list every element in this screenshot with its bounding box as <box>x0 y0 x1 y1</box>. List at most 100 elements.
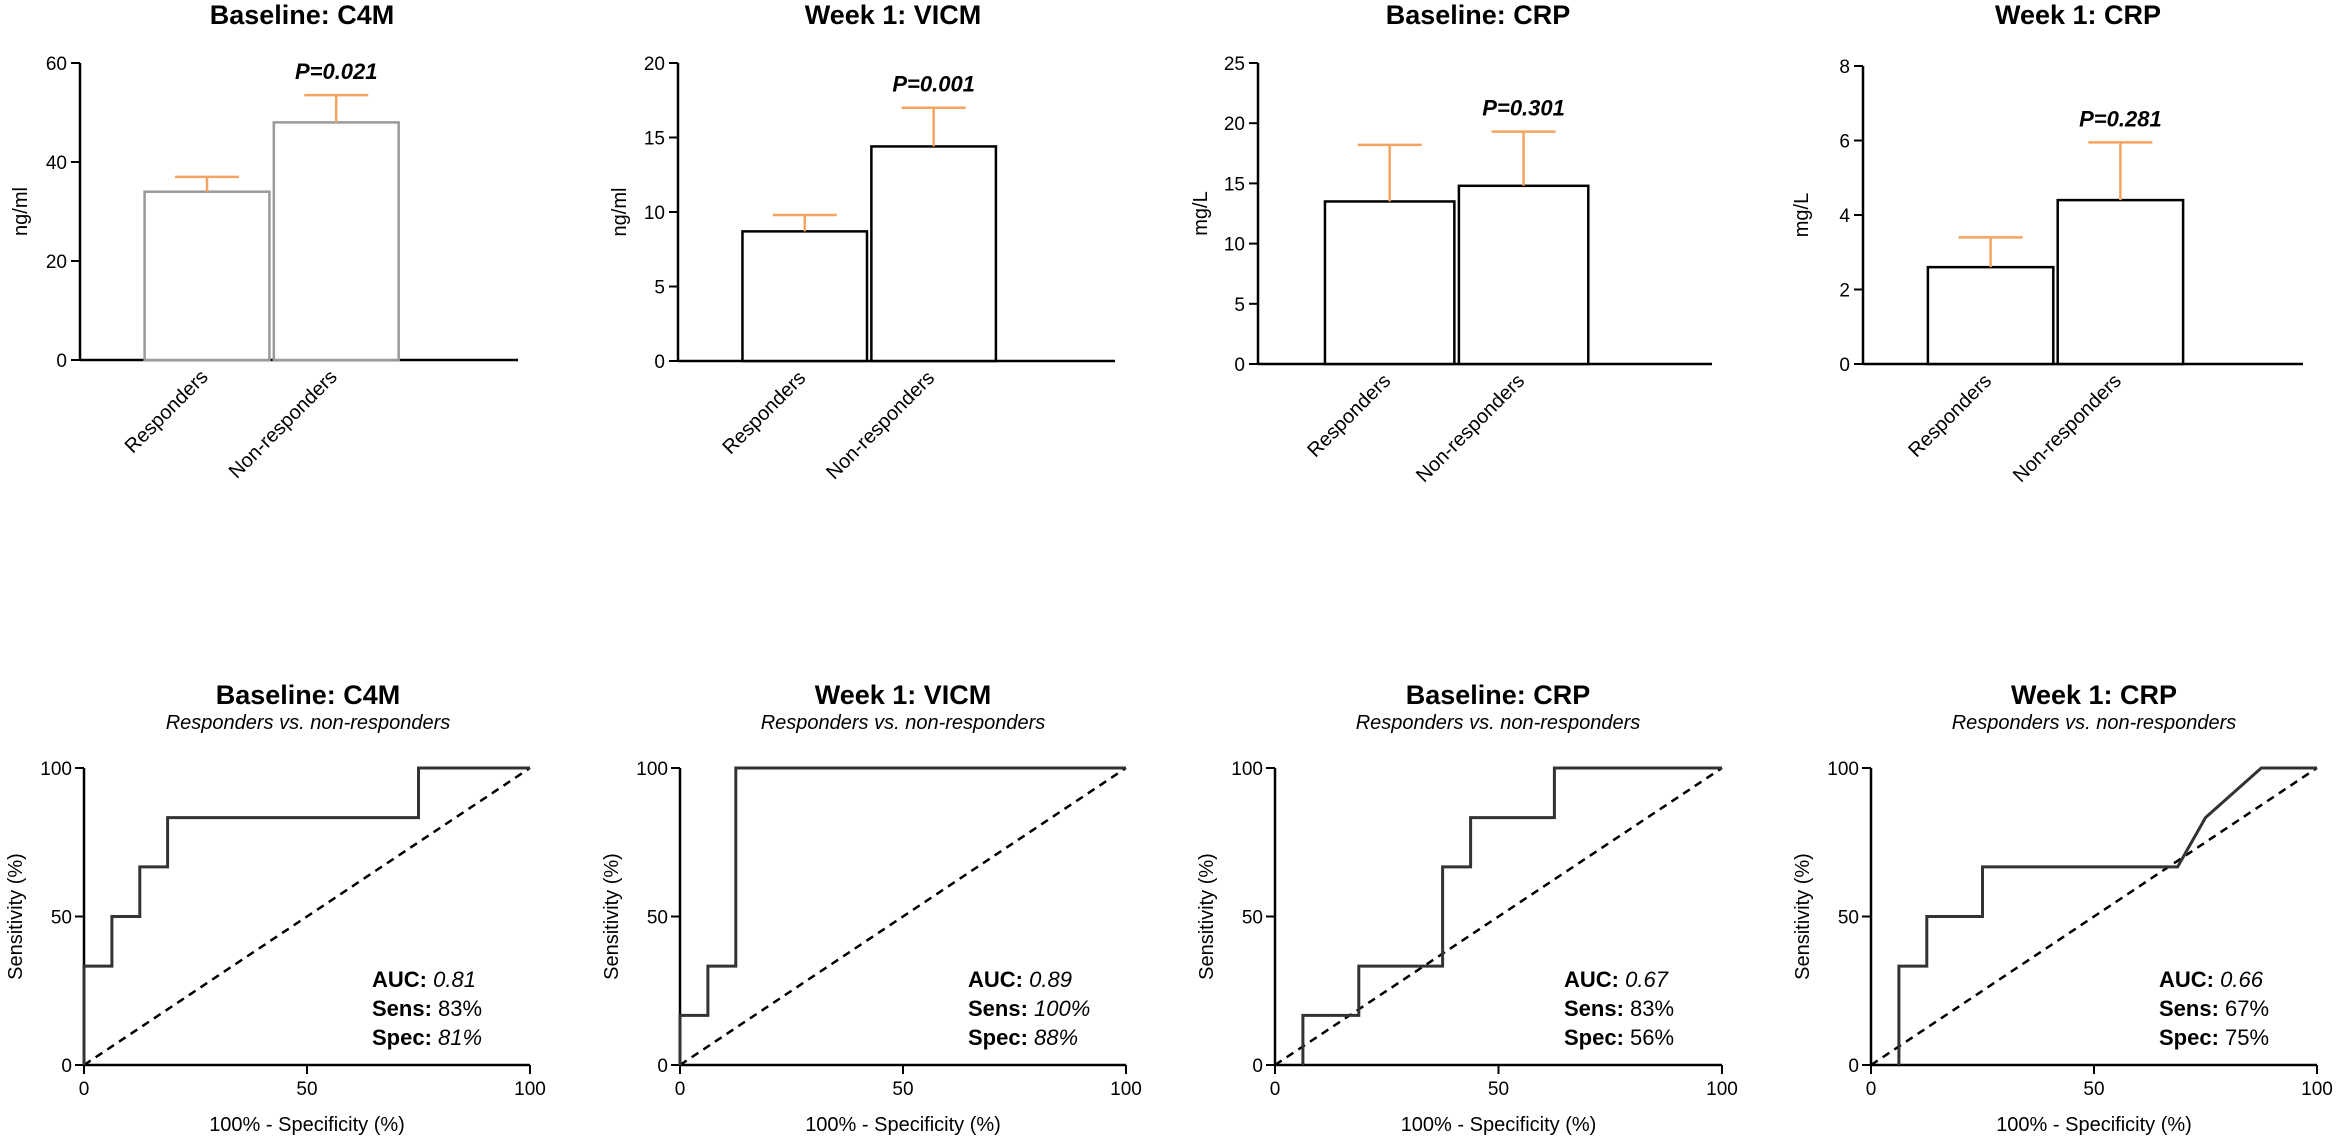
chart-title: Week 1: CRP <box>2011 680 2177 710</box>
stat-label: Spec: <box>372 1025 438 1050</box>
bar <box>870 145 998 363</box>
y-tick-label: 5 <box>654 278 665 299</box>
stat-value: 83% <box>438 996 482 1021</box>
p-value-label: P=0.001 <box>892 72 975 97</box>
y-axis-label: ng/ml <box>609 188 631 237</box>
x-axis-label: 100% - Specificity (%) <box>805 1114 1001 1136</box>
y-tick-label: 60 <box>46 54 67 75</box>
x-tick-label: 0 <box>1866 1079 1877 1100</box>
category-label: Responders <box>718 367 810 459</box>
y-tick-label: 8 <box>1839 57 1850 78</box>
y-tick-label: 20 <box>644 54 665 75</box>
y-axis-label: mg/L <box>1190 191 1212 235</box>
y-tick-label: 100 <box>1231 759 1263 780</box>
stat-label: Spec: <box>1564 1025 1630 1050</box>
stat-label: Sens: <box>1564 996 1630 1021</box>
x-axis-label: 100% - Specificity (%) <box>1996 1114 2192 1136</box>
x-tick-label: 50 <box>296 1079 317 1100</box>
reference-diagonal-line <box>679 766 1127 1067</box>
y-tick-label: 100 <box>1827 759 1859 780</box>
y-axis-label: mg/L <box>1791 193 1813 237</box>
stat-label: Sens: <box>2159 996 2225 1021</box>
x-axis-label: 100% - Specificity (%) <box>209 1114 405 1136</box>
reference-diagonal-line <box>83 766 531 1067</box>
stat-value: 83% <box>1630 996 1674 1021</box>
y-tick-label: 0 <box>1848 1056 1859 1077</box>
stat-label: Sens: <box>968 996 1034 1021</box>
roc-curve <box>678 766 1126 1065</box>
chart-title: Week 1: VICM <box>805 0 982 30</box>
x-tick-label: 0 <box>1270 1079 1281 1100</box>
y-tick-label: 15 <box>1224 174 1245 195</box>
bar <box>741 230 869 363</box>
y-tick-label: 10 <box>644 203 665 224</box>
stat-value: 0.67 <box>1625 967 1669 992</box>
x-tick-label: 100 <box>1706 1079 1738 1100</box>
stat-value: 0.89 <box>1029 967 1072 992</box>
y-tick-label: 10 <box>1224 235 1245 256</box>
x-axis-label: 100% - Specificity (%) <box>1401 1114 1597 1136</box>
bar-chart-panel-4: Week 1: CRP 0 2 4 6 8 mg/L Responders Non-respon… <box>1791 0 2303 487</box>
y-tick-label: 25 <box>1224 54 1245 75</box>
stat-value: 81% <box>438 1025 482 1050</box>
roc-curve <box>1301 766 1722 1065</box>
bar <box>1457 184 1590 366</box>
x-tick-label: 0 <box>675 1079 686 1100</box>
y-tick-label: 40 <box>46 153 67 174</box>
y-tick-label: 100 <box>636 759 668 780</box>
y-axis-label: Sensitivity (%) <box>601 853 623 980</box>
stat-value: 0.81 <box>433 967 476 992</box>
y-tick-label: 0 <box>1234 355 1245 376</box>
chart-title: Baseline: C4M <box>210 0 395 30</box>
stat-line: AUC: 0.81 <box>372 967 476 992</box>
y-tick-label: 0 <box>1252 1056 1263 1077</box>
stat-label: Sens: <box>372 996 438 1021</box>
stat-label: Spec: <box>968 1025 1034 1050</box>
chart-title: Baseline: CRP <box>1386 0 1571 30</box>
roc-curve <box>82 766 530 1065</box>
stat-value: 67% <box>2225 996 2269 1021</box>
x-tick-label: 0 <box>79 1079 90 1100</box>
category-label: Non-responders <box>822 367 939 484</box>
bar <box>1926 265 2055 366</box>
category-label: Responders <box>121 366 213 458</box>
x-tick-label: 50 <box>892 1079 913 1100</box>
stat-line: Sens: 83% <box>1564 996 1674 1021</box>
roc-curve <box>1897 766 2317 1065</box>
stat-value: 100% <box>1034 996 1090 1021</box>
bar <box>272 121 400 362</box>
y-tick-label: 2 <box>1839 281 1850 302</box>
y-axis-label: Sensitivity (%) <box>1196 853 1218 980</box>
category-label: Responders <box>1303 370 1395 462</box>
p-value-label: P=0.021 <box>295 59 378 84</box>
y-axis-label: ng/ml <box>10 187 32 236</box>
stat-line: Spec: 81% <box>372 1025 482 1050</box>
bar-chart-panel-2: Week 1: VICM 0 5 10 15 20 ng/ml Responders Non-r… <box>609 0 1115 484</box>
y-tick-label: 0 <box>657 1056 668 1077</box>
y-tick-label: 4 <box>1839 206 1850 227</box>
chart-subtitle: Responders vs. non-responders <box>1356 712 1641 734</box>
y-tick-label: 20 <box>46 252 67 273</box>
stat-value: 88% <box>1034 1025 1078 1050</box>
stat-line: Spec: 75% <box>2159 1025 2269 1050</box>
y-tick-label: 0 <box>56 351 67 372</box>
stat-line: AUC: 0.67 <box>1564 967 1669 992</box>
stat-line: AUC: 0.89 <box>968 967 1072 992</box>
category-label: Responders <box>1904 370 1996 462</box>
stat-line: Spec: 88% <box>968 1025 1078 1050</box>
x-tick-label: 50 <box>1488 1079 1509 1100</box>
bar-chart-panel-1: Baseline: C4M 0 20 40 60 ng/ml Responders Non-r… <box>10 0 518 483</box>
y-tick-label: 100 <box>40 759 72 780</box>
y-tick-label: 15 <box>644 129 665 150</box>
stat-label: AUC: <box>372 967 433 992</box>
reference-diagonal-line <box>1870 766 2318 1067</box>
stat-label: Spec: <box>2159 1025 2225 1050</box>
p-value-label: P=0.301 <box>1482 96 1565 121</box>
y-tick-label: 0 <box>654 352 665 373</box>
stat-line: Spec: 56% <box>1564 1025 1674 1050</box>
stat-line: Sens: 100% <box>968 996 1090 1021</box>
